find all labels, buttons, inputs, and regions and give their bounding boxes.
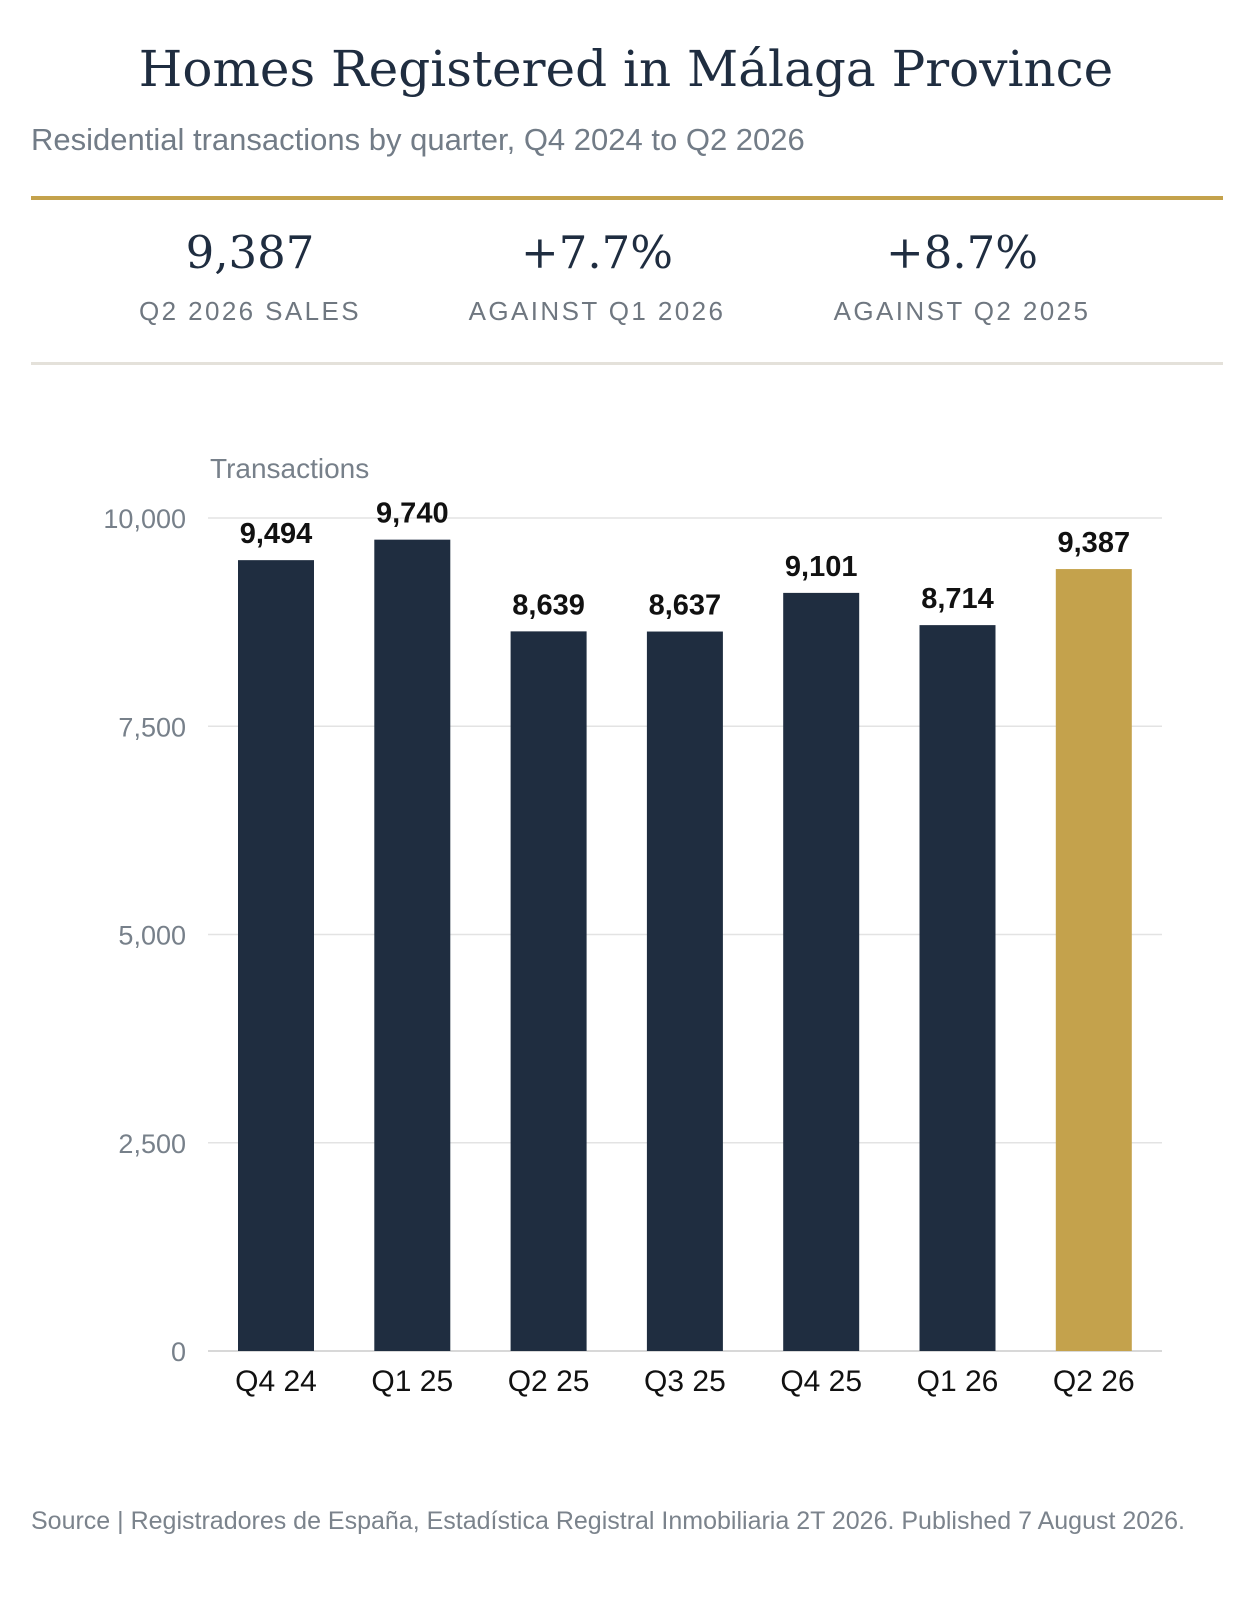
kpi-vs-q2-2025: +8.7% AGAINST Q2 2025 bbox=[772, 228, 1152, 327]
x-tick-label: Q3 25 bbox=[644, 1365, 726, 1398]
data-label: 8,714 bbox=[921, 583, 994, 615]
bar bbox=[783, 592, 860, 1351]
bar bbox=[238, 560, 314, 1351]
x-tick-label: Q1 25 bbox=[371, 1365, 453, 1398]
y-tick-label: 0 bbox=[171, 1337, 186, 1367]
data-label: 9,387 bbox=[1058, 527, 1131, 559]
kpi-label: AGAINST Q2 2025 bbox=[833, 295, 1091, 326]
y-tick-label: 10,000 bbox=[103, 504, 186, 534]
x-tick-label: Q4 24 bbox=[235, 1365, 317, 1398]
x-tick-label: Q1 26 bbox=[917, 1365, 999, 1398]
kpi-q2-sales: 9,387 Q2 2026 SALES bbox=[60, 228, 440, 327]
bar bbox=[510, 631, 587, 1351]
y-tick-label: 7,500 bbox=[118, 712, 186, 742]
data-label: 9,101 bbox=[785, 551, 858, 583]
x-tick-label: Q2 26 bbox=[1053, 1365, 1135, 1398]
bar bbox=[919, 625, 996, 1351]
y-tick-label: 2,500 bbox=[118, 1129, 186, 1159]
kpi-label: AGAINST Q1 2026 bbox=[468, 295, 726, 326]
y-tick-label: 5,000 bbox=[118, 921, 186, 951]
bar bbox=[1055, 569, 1132, 1351]
y-axis-label: Transactions bbox=[210, 453, 369, 484]
bar bbox=[374, 539, 451, 1351]
chart-subtitle: Residential transactions by quarter, Q4 … bbox=[31, 122, 805, 157]
data-label: 8,637 bbox=[649, 590, 722, 622]
x-tick-label: Q2 25 bbox=[508, 1365, 590, 1398]
chart-title: Homes Registered in Málaga Province bbox=[138, 40, 1114, 98]
bars: 9,494 Q4 24 9,740 Q1 25 8,639 Q2 25 8,637 Q3 25… bbox=[235, 498, 1135, 1398]
gold-divider bbox=[31, 196, 1223, 200]
light-divider bbox=[31, 362, 1223, 365]
kpi-label: Q2 2026 SALES bbox=[139, 295, 361, 326]
bar bbox=[646, 631, 723, 1351]
x-tick-label: Q4 25 bbox=[780, 1365, 862, 1398]
bar-chart: Transactions 0 2,500 5,000 7,500 10,000 9,49… bbox=[103, 453, 1162, 1398]
data-label: 9,740 bbox=[376, 498, 449, 530]
kpi-vs-q1: +7.7% AGAINST Q1 2026 bbox=[407, 228, 787, 327]
data-label: 9,494 bbox=[240, 518, 313, 550]
data-label: 8,639 bbox=[512, 589, 585, 621]
source-note: Source | Registradores de España, Estadí… bbox=[31, 1507, 1185, 1535]
kpi-value: +8.7% bbox=[885, 226, 1039, 279]
kpi-value: +7.7% bbox=[520, 226, 674, 279]
kpi-value: 9,387 bbox=[185, 226, 315, 279]
